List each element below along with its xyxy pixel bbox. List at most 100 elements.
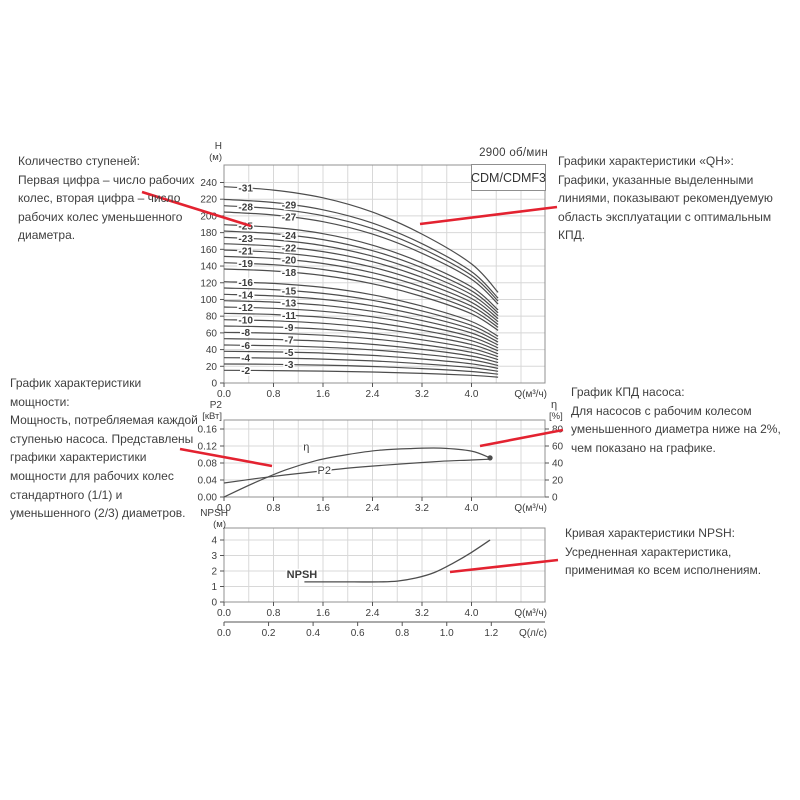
- y-tick-label: 20: [206, 362, 218, 373]
- y-tick-label: 220: [200, 195, 217, 206]
- second-scale-tick-label: 0.8: [395, 628, 409, 639]
- x-tick-label: 3.2: [415, 608, 429, 619]
- x-tick-label: 0.8: [267, 503, 281, 514]
- x-axis-unit-label: Q(м³/ч): [514, 608, 547, 619]
- qh-curve: [223, 255, 499, 325]
- qh-curve: [223, 211, 499, 305]
- y-tick-label: 2: [211, 567, 217, 578]
- y-tick-label: 100: [200, 295, 217, 306]
- stage-curve-label: -6: [241, 341, 250, 352]
- stage-curve-label: -2: [241, 366, 250, 377]
- second-scale-tick-label: 0.2: [262, 628, 276, 639]
- arrow-power: [179, 447, 273, 468]
- arrow-eff: [479, 428, 564, 448]
- x-tick-label: 0.0: [217, 608, 231, 619]
- annotation-power: График характеристики мощности: Мощность…: [10, 374, 198, 523]
- stage-curve-label: -13: [282, 299, 297, 310]
- x-tick-label: 3.2: [415, 503, 429, 514]
- qh-curve: [223, 369, 499, 378]
- stage-curve-label: -31: [238, 184, 253, 195]
- annotation-eff-body: Для насосов с рабочим колесом уменьшенно…: [571, 403, 781, 455]
- qh-curve: [223, 312, 499, 352]
- y-axis-title-right: η: [551, 399, 557, 411]
- model-badge: CDM/CDMF3: [471, 164, 546, 191]
- qh-curve: [223, 287, 499, 340]
- curve-npsh: [304, 539, 491, 583]
- qh-curve: [223, 268, 499, 331]
- speed-label: 2900 об/мин: [479, 147, 548, 159]
- stage-curve-label: -18: [282, 268, 297, 279]
- qh-curve: [223, 249, 499, 323]
- annotation-qh-body: Графики, указанные выделенными линиями, …: [558, 172, 773, 243]
- x-tick-label: 0.8: [267, 608, 281, 619]
- curve-label: P2: [318, 465, 331, 477]
- y-tick-label: 140: [200, 262, 217, 273]
- plot-border: [223, 419, 546, 498]
- qh-curve: [223, 236, 499, 317]
- stage-curve-label: -24: [282, 231, 297, 242]
- qh-curve: [223, 230, 499, 314]
- y-axis-title: P2: [210, 400, 223, 411]
- y-tick-label: 0.04: [198, 476, 218, 487]
- annotation-power-title: График характеристики мощности:: [10, 376, 142, 409]
- y-tick-label: 4: [211, 536, 217, 547]
- second-scale-tick-label: 0.4: [306, 628, 320, 639]
- x-tick-label: 1.6: [316, 389, 330, 400]
- stage-curve-label: -28: [238, 203, 253, 214]
- annotation-stages-body: Первая цифра – число рабочих колес, втор…: [18, 172, 195, 243]
- second-scale-tick-label: 0.0: [217, 628, 231, 639]
- arrow-stages: [141, 190, 252, 228]
- x-tick-label: 4.0: [465, 503, 479, 514]
- y-tick-label: 80: [206, 312, 218, 323]
- qh-curve: [223, 325, 499, 358]
- x-tick-label: 0.0: [217, 389, 231, 400]
- qh-curve: [223, 344, 499, 367]
- stage-curve-label: -12: [238, 303, 253, 314]
- plot-border: [223, 164, 546, 384]
- stage-curve-label: -23: [238, 234, 253, 245]
- curve-eta: [223, 447, 491, 498]
- y-tick-label: 1: [211, 582, 217, 593]
- x-tick-label: 1.6: [316, 503, 330, 514]
- x-tick-label: 0.0: [217, 503, 231, 514]
- stage-curve-label: -14: [238, 291, 253, 302]
- curve-end-dot: [487, 455, 493, 461]
- x-tick-label: 4.0: [465, 389, 479, 400]
- qh-curve: [223, 338, 499, 364]
- annotation-npsh: Кривая характеристики NPSH: Усредненная …: [565, 524, 793, 580]
- qh-curve: [223, 224, 499, 311]
- stage-curve-label: -20: [282, 256, 297, 267]
- annotation-npsh-body: Усредненная характеристика, применимая к…: [565, 544, 762, 578]
- stage-curve-label: -16: [238, 278, 253, 289]
- y-tick-label: 240: [200, 178, 217, 189]
- curve-label: η: [303, 441, 309, 453]
- stage-curve-label: -7: [285, 335, 294, 346]
- qh-curve: [223, 293, 499, 343]
- y-tick-label: 0.00: [198, 493, 218, 504]
- qh-curve: [223, 319, 499, 355]
- stage-curve-label: -5: [285, 348, 294, 359]
- stage-curve-label: -15: [282, 286, 297, 297]
- y-tick-label: 0.16: [198, 425, 218, 436]
- qh-curve: [223, 363, 499, 375]
- second-scale-tick-label: 1.0: [440, 628, 454, 639]
- second-scale-tick-label: 0.6: [351, 628, 365, 639]
- stage-curve-label: -19: [238, 259, 253, 270]
- y-tick-label: 200: [200, 211, 217, 222]
- qh-curve: [223, 300, 499, 346]
- x-axis-unit-label: Q(м³/ч): [514, 389, 547, 400]
- y-tick-label: 0: [211, 379, 217, 390]
- qh-curve: [223, 331, 499, 361]
- y-tick-label: 0.12: [198, 442, 218, 453]
- annotation-eff-title: График КПД насоса:: [571, 385, 685, 399]
- x-tick-label: 2.4: [366, 389, 380, 400]
- arrow-qh: [419, 205, 558, 226]
- annotation-qh-title: Графики характеристики «QH»:: [558, 154, 734, 168]
- qh-curve: [223, 243, 499, 320]
- stage-curve-label: -27: [282, 213, 297, 224]
- curve-label: NPSH: [287, 569, 318, 581]
- y-tick-label: 0.08: [198, 459, 218, 470]
- annotation-power-body: Мощность, потребляемая каждой ступенью н…: [10, 413, 198, 521]
- y-tick-label-right: 0: [552, 493, 558, 504]
